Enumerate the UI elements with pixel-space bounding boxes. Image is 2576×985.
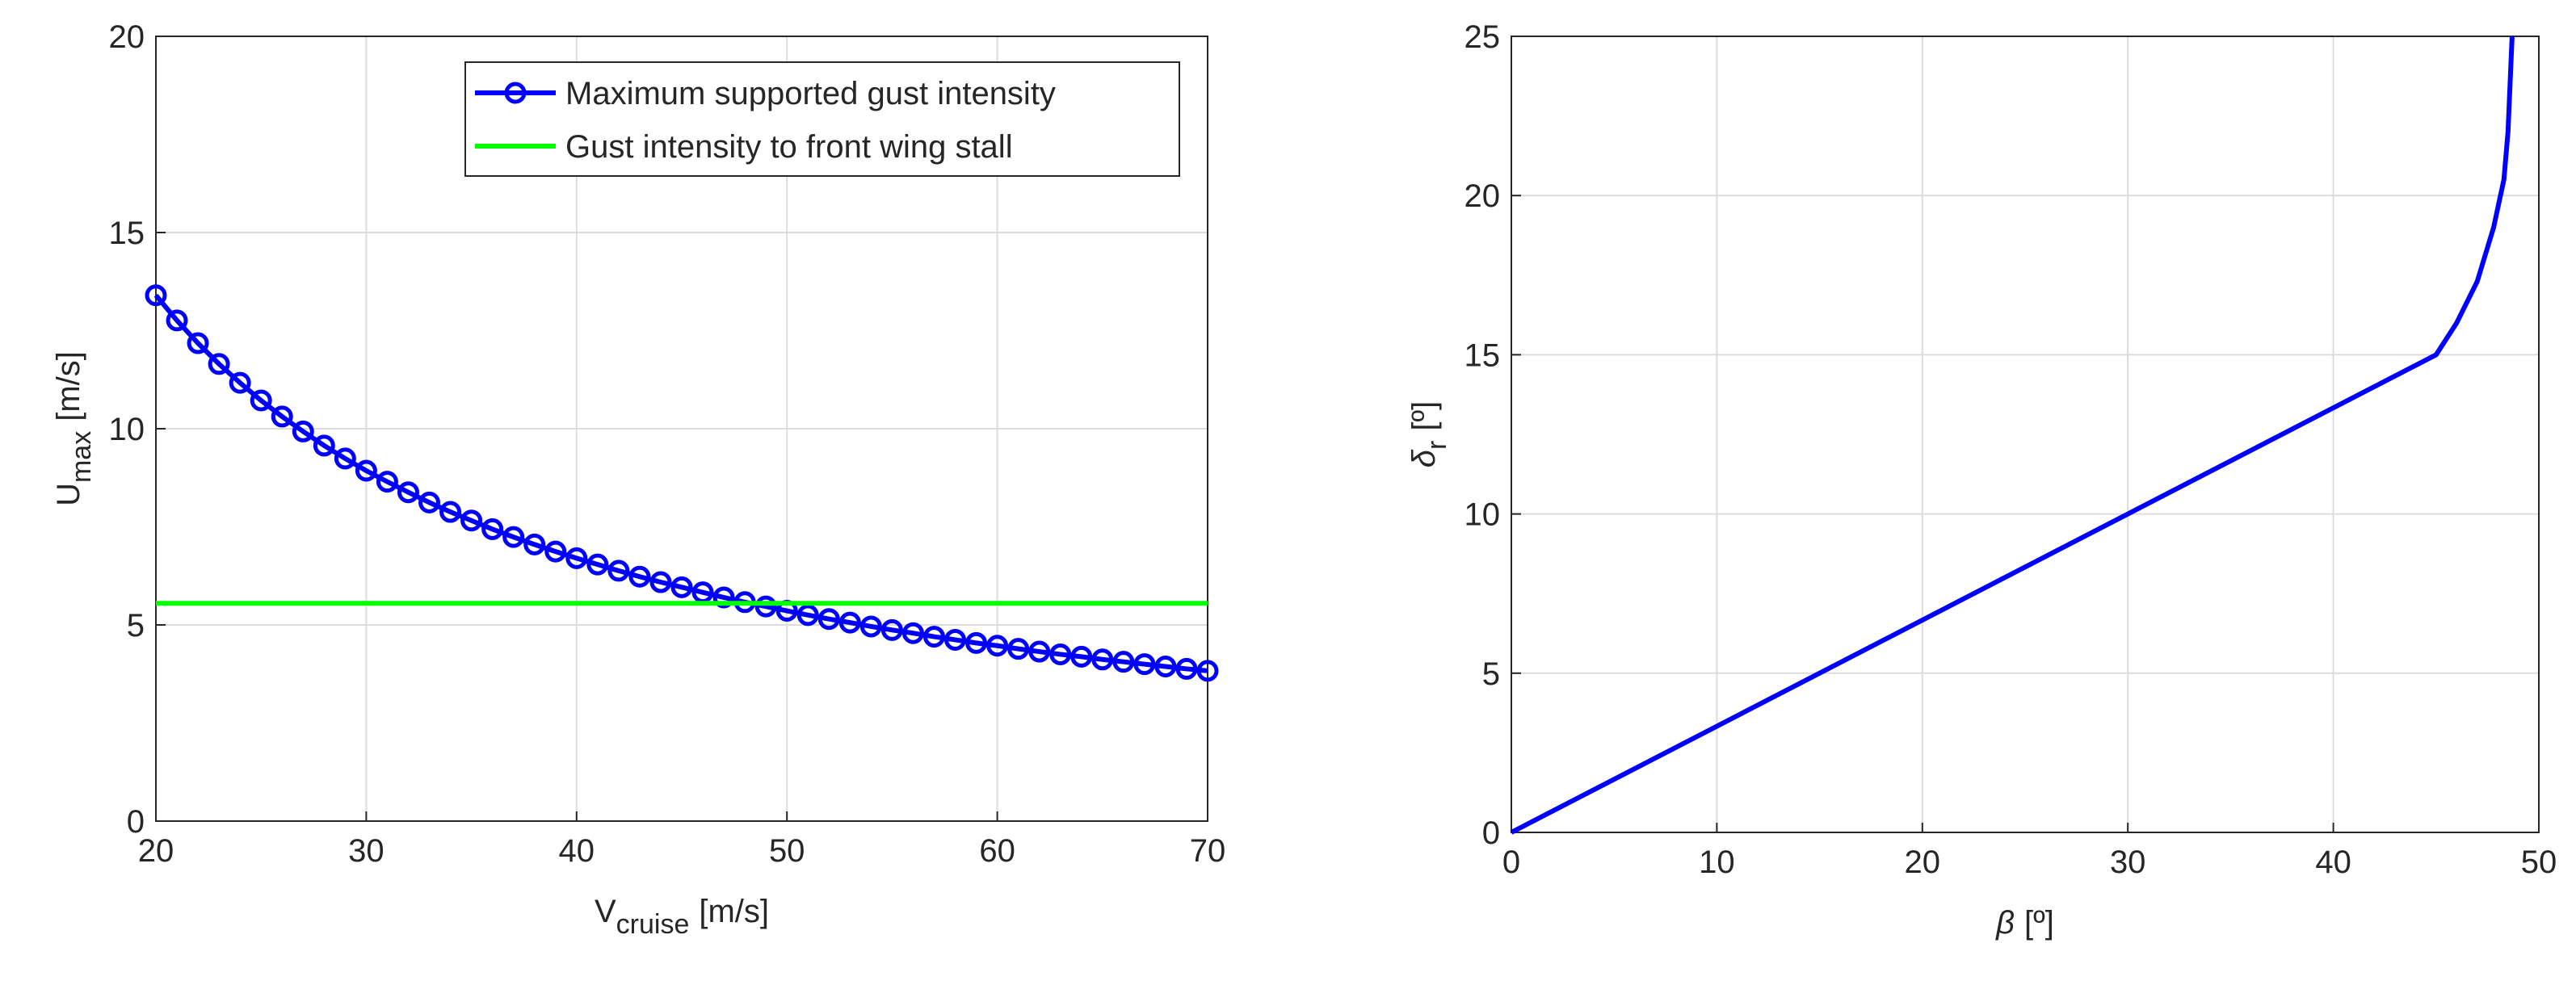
series-marker [859,615,882,638]
y-tick-label: 10 [109,412,145,447]
y-tick-label: 0 [127,804,145,840]
series-marker [523,533,546,555]
series-marker [586,553,609,576]
legend-label: Gust intensity to front wing stall [565,129,1013,165]
x-tick-label: 40 [2315,845,2351,880]
series-marker [376,471,398,493]
series-marker [817,608,840,631]
series-marker [313,434,335,457]
x-tick-label: 50 [2521,845,2557,880]
series-marker [986,635,1009,657]
x-tick-label: 60 [979,833,1015,869]
axis-label-sub: max [66,431,97,483]
series-marker [1196,660,1219,682]
series-marker [1049,643,1072,665]
series-marker [1133,653,1156,676]
axis-label-unit: [m/s] [51,351,86,421]
y-tick-label: 0 [1482,815,1500,851]
series-marker [922,626,945,648]
x-tick-label: 20 [138,833,174,869]
x-tick-label: 10 [1699,845,1735,880]
series-marker [250,389,272,412]
axis-label-sub: r [1422,441,1452,450]
axis-label-main: U [51,483,86,506]
x-tick-label: 50 [769,833,805,869]
series-marker [502,526,525,548]
axis-label-main: β [1995,905,2015,941]
axis-label: Umax [m/s] [51,351,97,506]
series-marker [166,309,188,332]
series-marker [607,560,630,582]
plot-area [1511,36,2539,832]
series-marker [1175,657,1198,680]
series-marker [1091,648,1114,671]
series-marker [187,332,209,354]
y-tick-label: 5 [127,608,145,643]
series-marker [418,491,441,513]
y-tick-label: 20 [1464,178,1501,214]
series-marker [460,509,483,532]
y-tick-label: 20 [109,19,145,55]
series-marker [565,547,588,569]
series-marker [271,405,293,428]
x-tick-label: 20 [1905,845,1941,880]
series-marker [754,595,777,618]
y-tick-label: 25 [1464,19,1501,55]
series-marker [670,576,693,598]
x-tick-label: 30 [348,833,385,869]
series-marker [145,284,167,307]
series-marker [1070,645,1093,668]
series-marker [628,565,651,588]
y-tick-label: 15 [1464,337,1501,373]
legend-label: Maximum supported gust intensity [565,76,1056,111]
series-marker [1112,651,1135,673]
series-marker [1028,640,1051,663]
series-marker [712,586,735,609]
series-marker [1154,656,1177,678]
axes-box [155,36,1208,822]
y-tick-label: 5 [1482,656,1500,692]
series-marker [901,622,924,644]
y-tick-label: 10 [1464,497,1501,533]
x-tick-label: 40 [559,833,595,869]
series-marker [838,611,861,634]
axis-label: δr [º] [1406,401,1452,467]
series-marker [355,459,377,482]
axes-box [1511,36,2540,833]
series-marker [229,371,251,394]
x-tick-label: 0 [1502,845,1520,880]
axis-label-unit: [m/s] [699,894,769,929]
axis-label: β [º] [1995,905,2054,941]
series-marker [334,447,356,470]
axis-label-main: V [595,894,616,929]
series-marker [880,618,903,641]
series-marker [208,353,230,375]
series-marker [649,571,672,593]
series-marker [481,518,504,540]
axis-label-main: δ [1406,449,1442,467]
series-marker [944,628,967,651]
series-marker [965,631,988,654]
x-tick-label: 30 [2110,845,2146,880]
y-tick-label: 15 [109,216,145,251]
series-marker [1007,638,1030,660]
series-marker [292,420,314,442]
axis-label: Vcruise [m/s] [595,894,769,940]
axis-label-unit: [º] [1406,401,1442,431]
axis-label-sub: cruise [616,909,690,940]
x-tick-label: 70 [1190,833,1226,869]
series-marker [439,501,462,523]
axis-label-unit: [º] [2024,905,2054,941]
legend-box [464,61,1180,177]
series-marker [796,604,819,627]
series-line [1510,36,2515,835]
legend-marker [504,82,527,104]
series-marker [397,481,419,504]
series-marker [544,540,567,563]
